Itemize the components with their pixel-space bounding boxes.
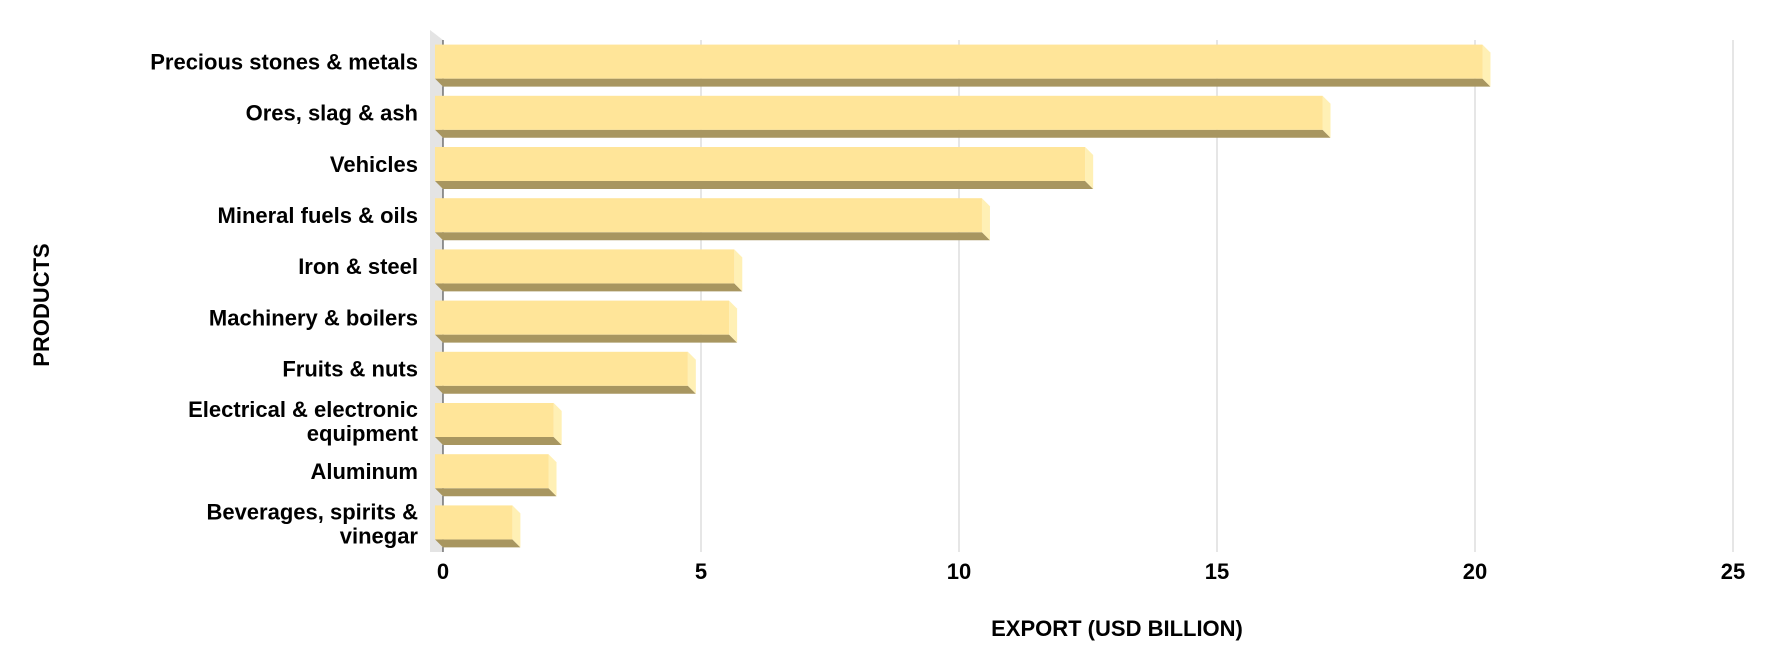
bar [435, 454, 549, 489]
bar [435, 505, 513, 540]
x-tick-label: 25 [1721, 559, 1745, 584]
bar [435, 249, 735, 284]
bar-bottom [435, 385, 696, 394]
bar-side [1482, 44, 1491, 87]
bar-side [1085, 147, 1094, 189]
bar-bottom [435, 78, 1491, 87]
bar-bottom [435, 181, 1094, 189]
bar-bottom [435, 488, 557, 497]
y-tick-label: Vehicles [330, 152, 418, 177]
bar-bottom [435, 129, 1331, 138]
y-tick-label: Beverages, spirits & vinegar [206, 499, 418, 548]
bar-side [729, 300, 738, 343]
bar [435, 198, 982, 233]
y-tick-label: Aluminum [310, 459, 418, 484]
x-tick-label: 15 [1205, 559, 1229, 584]
y-tick-label: Machinery & boilers [209, 305, 418, 330]
bar-side [687, 351, 696, 394]
y-tick-label: Precious stones & metals [150, 49, 418, 74]
x-axis-title: EXPORT (USD BILLION) [991, 616, 1243, 641]
bar [435, 95, 1323, 130]
bar-side [512, 505, 521, 548]
bar [435, 351, 688, 386]
x-tick-label: 10 [947, 559, 971, 584]
bar-side [1322, 95, 1331, 138]
bar [435, 147, 1086, 181]
y-tick-label: Fruits & nuts [282, 357, 418, 382]
x-tick-label: 20 [1463, 559, 1487, 584]
bar [435, 300, 730, 335]
bar-bottom [435, 283, 743, 292]
bar-side [553, 403, 562, 445]
bar-bottom [435, 232, 990, 241]
x-tick-label: 5 [695, 559, 707, 584]
bar-bottom [435, 539, 521, 548]
bar-side [981, 198, 990, 241]
y-tick-label: Mineral fuels & oils [218, 203, 419, 228]
y-tick-label: Ores, slag & ash [246, 101, 418, 126]
bar-bottom [435, 334, 738, 343]
bar-bottom [435, 437, 562, 445]
bar [435, 44, 1483, 79]
x-tick-label: 0 [437, 559, 449, 584]
y-axis-title: PRODUCTS [29, 243, 54, 366]
bar-side [734, 249, 743, 292]
y-tick-label: Electrical & electronic equipment [188, 397, 419, 446]
bar [435, 403, 554, 437]
y-tick-label: Iron & steel [298, 254, 418, 279]
bar-side [548, 454, 557, 497]
